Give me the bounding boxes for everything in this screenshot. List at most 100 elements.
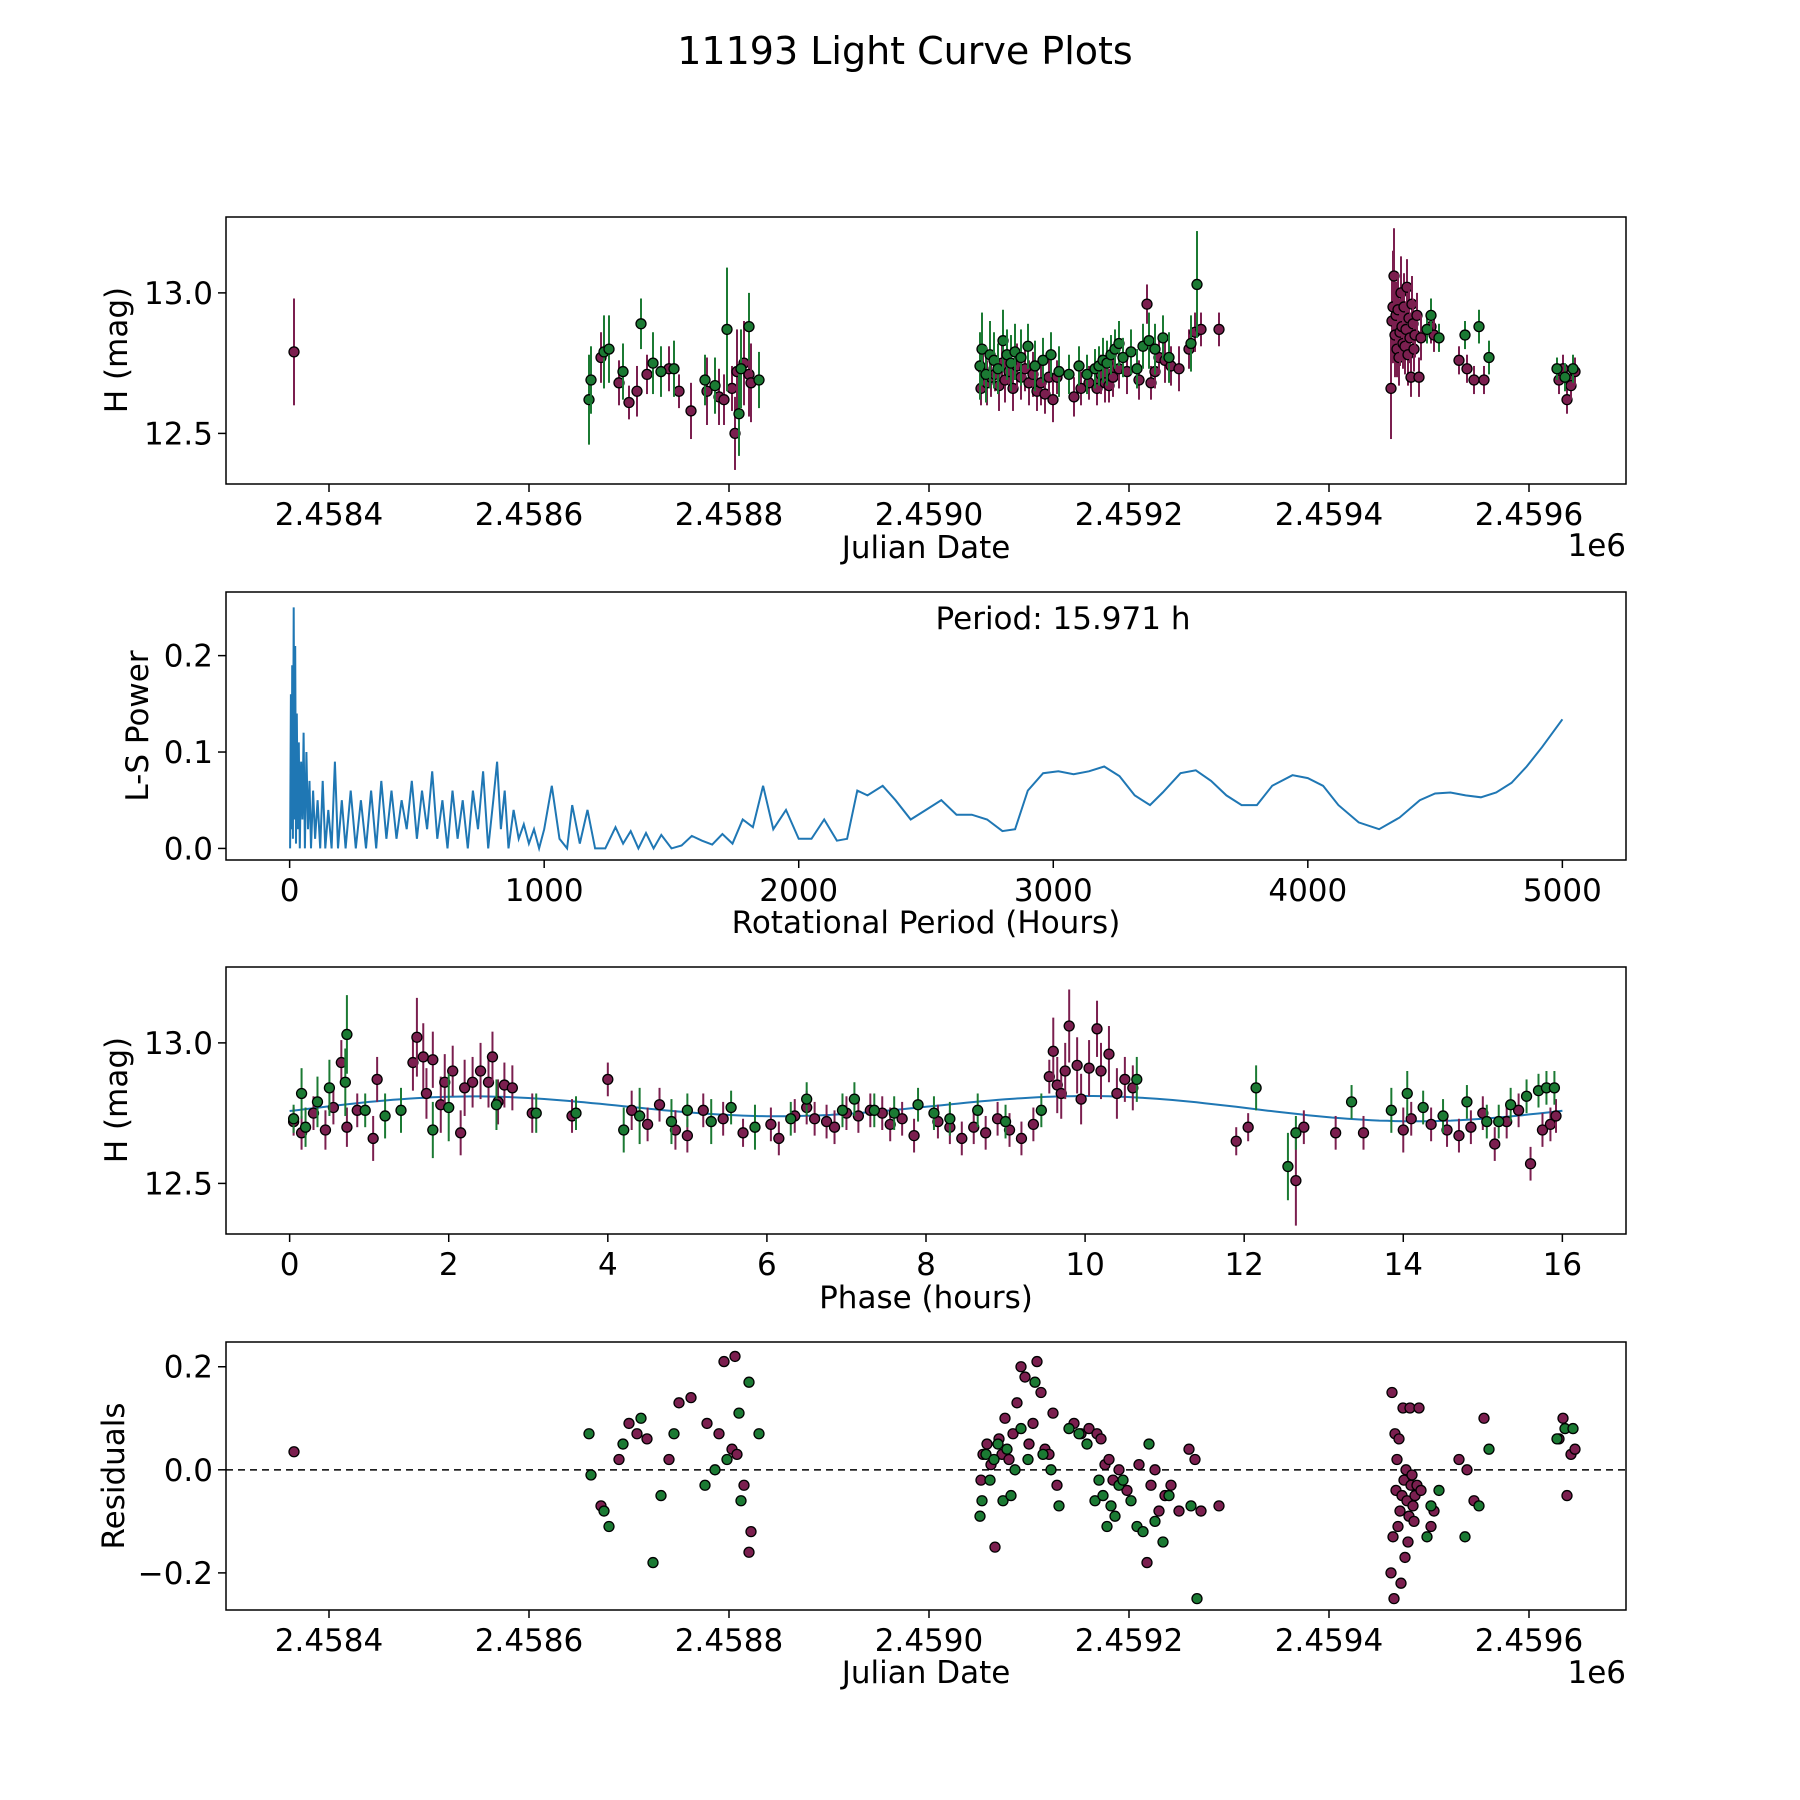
residuals-data-point <box>1163 1489 1175 1502</box>
phase-data-point <box>808 1113 821 1125</box>
phase-data-point <box>371 1073 383 1086</box>
residuals-data-point <box>655 1489 667 1502</box>
periodogram-x-tick-label: 3000 <box>1014 873 1093 909</box>
residuals-data-point <box>598 1505 610 1517</box>
raw-data-point <box>1047 394 1059 406</box>
phase-data-point <box>749 1121 761 1133</box>
phase-data-point <box>530 1107 542 1119</box>
raw-x-tick-label: 2.4590 <box>875 497 983 533</box>
phase-data-point <box>1345 1096 1358 1108</box>
residuals-data-point <box>1125 1495 1137 1507</box>
phase-x-tick-label: 12 <box>1224 1247 1263 1283</box>
raw-offset-label: 1e6 <box>1567 528 1626 564</box>
residuals-data-point <box>583 1428 595 1440</box>
phase-data-point <box>395 1104 407 1116</box>
phase-data-point <box>785 1113 797 1125</box>
phase-data-point <box>773 1132 785 1145</box>
residuals-x-tick-label: 2.4584 <box>275 1623 383 1659</box>
periodogram-y-tick-label: 0.2 <box>164 639 213 675</box>
residuals-data-point <box>1386 1386 1398 1399</box>
phase-data-point <box>1512 1104 1525 1116</box>
phase-data-point <box>1461 1096 1473 1108</box>
phase-data-point <box>1242 1121 1254 1133</box>
phase-x-axis-label: Phase (hours) <box>819 1280 1033 1316</box>
phase-data-point <box>980 1127 992 1139</box>
phase-data-point <box>681 1104 694 1116</box>
residuals-data-point <box>1053 1500 1065 1512</box>
raw-data-point <box>1163 351 1175 364</box>
raw-data-point <box>753 374 765 386</box>
residuals-data-point <box>585 1469 597 1481</box>
raw-y-tick-label: 12.5 <box>144 416 213 452</box>
residuals-data-point <box>1027 1417 1039 1430</box>
phase-data-point <box>1059 1065 1071 1077</box>
phase-data-point <box>928 1107 940 1119</box>
phase-data-point <box>379 1110 391 1122</box>
phase-data-point <box>1441 1124 1453 1136</box>
phase-data-point <box>341 1121 353 1133</box>
phase-data-point <box>626 1104 638 1116</box>
phase-x-tick-label: 10 <box>1065 1247 1104 1283</box>
phase-data-point <box>1520 1090 1533 1102</box>
phase-data-point <box>765 1118 777 1131</box>
residuals-data-point <box>1007 1428 1019 1440</box>
residuals-data-point <box>1433 1484 1445 1497</box>
phase-data-point <box>1071 1059 1083 1072</box>
residuals-data-point <box>1149 1464 1161 1476</box>
raw-data-point <box>1141 298 1153 310</box>
phase-data-point <box>339 1076 351 1088</box>
residuals-data-point <box>1392 1520 1404 1533</box>
raw-data-point <box>733 408 745 420</box>
residuals-ticks: 2.4584 2.4586 2.4588 2.4590 2.4592 2.4594 2.45… <box>138 1350 1584 1659</box>
residuals-data-point <box>709 1464 721 1476</box>
raw-data-point <box>583 394 595 406</box>
phase-data-point <box>697 1104 709 1116</box>
raw-data-point <box>743 320 755 333</box>
residuals-data-point <box>733 1407 745 1419</box>
residuals-data-point <box>1213 1500 1225 1512</box>
residuals-data-point <box>976 1495 988 1507</box>
phase-data-point <box>641 1118 654 1131</box>
phase-data-point <box>908 1129 920 1142</box>
residuals-data-point <box>1461 1464 1473 1476</box>
residuals-data-point <box>984 1474 996 1486</box>
residuals-data-point <box>1095 1433 1107 1445</box>
phase-data-point <box>327 1101 340 1114</box>
residuals-data-point <box>1393 1433 1405 1445</box>
raw-data-point <box>1213 323 1225 336</box>
residuals-marks <box>226 1350 1626 1605</box>
phase-data-point <box>1230 1135 1242 1147</box>
phase-data-point <box>1027 1118 1040 1131</box>
residuals-data-point <box>1453 1453 1465 1466</box>
raw-lightcurve-panel: 2.4584 2.4586 2.4588 2.4590 2.4592 2.4594 2.45… <box>99 216 1627 566</box>
raw-data-point <box>1459 329 1471 341</box>
residuals-data-point <box>1121 1484 1133 1497</box>
raw-data-point <box>673 385 685 397</box>
residuals-panel: 2.4584 2.4586 2.4588 2.4590 2.4592 2.4594 2.45… <box>96 1341 1627 1691</box>
phase-data-point <box>1437 1110 1449 1122</box>
periodogram-x-tick-label: 5000 <box>1523 873 1602 909</box>
residuals-offset-label: 1e6 <box>1567 1655 1626 1691</box>
periodogram-x-tick-label: 2000 <box>759 873 838 909</box>
phase-data-point <box>681 1129 694 1142</box>
raw-data-point <box>288 346 300 358</box>
residuals-data-point <box>1385 1567 1397 1579</box>
residuals-data-point <box>1031 1355 1043 1368</box>
residuals-data-point <box>1395 1577 1407 1589</box>
residuals-plot-frame <box>225 1341 1627 1611</box>
residuals-data-point <box>1413 1402 1425 1414</box>
phase-data-point <box>1075 1093 1087 1105</box>
residuals-data-point <box>647 1556 659 1569</box>
phase-y-axis-label: H (mag) <box>99 1037 135 1163</box>
residuals-data-point <box>1173 1505 1185 1517</box>
raw-data-point <box>1133 374 1145 386</box>
raw-data-point <box>1191 278 1203 291</box>
residuals-data-point <box>1185 1500 1197 1512</box>
periodogram-x-axis-label: Rotational Period (Hours) <box>732 905 1121 941</box>
residuals-data-point <box>1195 1505 1207 1517</box>
residuals-data-point <box>713 1428 725 1440</box>
phase-y-tick-label: 13.0 <box>144 1026 213 1062</box>
residuals-data-point <box>1093 1474 1105 1486</box>
raw-data-point <box>647 357 659 369</box>
